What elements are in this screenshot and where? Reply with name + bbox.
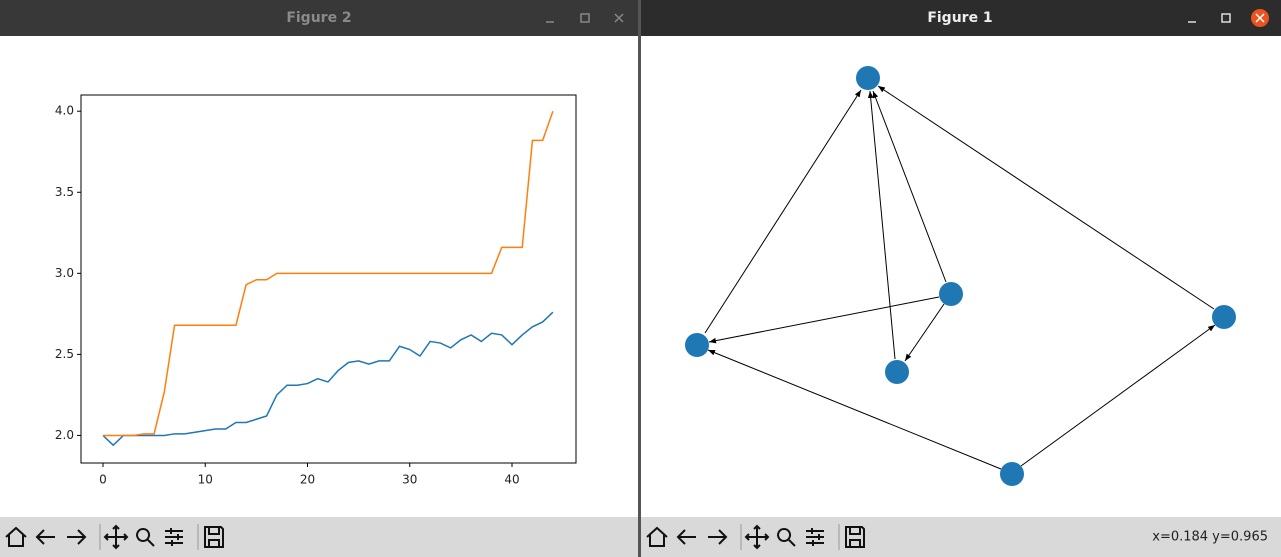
node: [885, 360, 909, 384]
window-title: Figure 1: [927, 10, 992, 26]
plot: 2.0 2.5 3.0 3.5 4.0 0 10 20 30 40: [55, 94, 577, 487]
save-button[interactable]: [845, 526, 865, 548]
title-bar: [641, 0, 1281, 36]
title-bar: [0, 0, 638, 36]
y-tick-label: 3.5: [55, 185, 74, 199]
button-icon: [777, 528, 796, 547]
toolbar-buttons: [5, 524, 865, 550]
configure-button[interactable]: [806, 528, 824, 546]
button-icon: [165, 528, 183, 546]
button-icon: [845, 526, 865, 548]
x-tick-label: 0: [99, 473, 107, 487]
window-figure-2: Figure 2: [0, 0, 638, 557]
line-series: [102, 110, 554, 437]
node: [1000, 462, 1024, 486]
x-tick-label: 10: [198, 473, 213, 487]
window-figure-1: Figure 1 x=0.184 y=0.965: [641, 0, 1281, 557]
button-icon: [5, 526, 27, 547]
button-icon: [103, 524, 129, 550]
y-tick-label: 3.0: [55, 266, 74, 280]
button-icon: [646, 526, 668, 547]
forward-button[interactable]: [708, 529, 728, 545]
maximize-button[interactable]: [580, 13, 590, 23]
axes-frame: [80, 94, 577, 464]
button-icon: [744, 524, 770, 550]
close-icon: [1255, 13, 1265, 23]
button-icon: [676, 529, 696, 545]
home-button[interactable]: [5, 526, 27, 547]
save-button[interactable]: [204, 526, 224, 548]
status-text: x=0.184 y=0.965: [1152, 530, 1268, 545]
node: [856, 66, 880, 90]
zoom-button[interactable]: [136, 528, 155, 547]
line-series: [102, 311, 554, 447]
pan-button[interactable]: [103, 524, 129, 550]
edge: [867, 90, 896, 360]
forward-button[interactable]: [67, 529, 87, 545]
configure-button[interactable]: [165, 528, 183, 546]
node: [939, 282, 963, 306]
y-tick-label: 2.0: [55, 428, 74, 442]
pan-button[interactable]: [744, 524, 770, 550]
edge: [877, 85, 1215, 310]
graph: [685, 66, 1236, 486]
button-icon: [35, 529, 55, 545]
button-icon: [204, 526, 224, 548]
button-icon: [708, 529, 728, 545]
edge: [904, 303, 945, 362]
home-button[interactable]: [646, 526, 668, 547]
edge: [872, 90, 947, 283]
button-icon: [806, 528, 824, 546]
y-tick-label: 2.5: [55, 347, 74, 361]
canvas: [0, 36, 638, 517]
button-icon: [67, 529, 87, 545]
window-title: Figure 2: [286, 10, 351, 26]
edge: [707, 349, 1002, 470]
zoom-button[interactable]: [777, 528, 796, 547]
y-tick-label: 4.0: [55, 104, 74, 118]
back-button[interactable]: [35, 529, 55, 545]
toolbar: [0, 517, 638, 557]
node: [685, 333, 709, 357]
close-button[interactable]: [614, 13, 624, 23]
x-tick-label: 30: [402, 473, 417, 487]
node: [1212, 305, 1236, 329]
maximize-button[interactable]: [1221, 13, 1231, 23]
button-icon: [136, 528, 155, 547]
back-button[interactable]: [676, 529, 696, 545]
x-tick-label: 20: [300, 473, 315, 487]
edge: [704, 89, 862, 334]
x-tick-label: 40: [504, 473, 519, 487]
edge: [708, 296, 940, 344]
canvas: [641, 36, 1281, 517]
divider: [638, 0, 641, 557]
edge: [1020, 324, 1216, 467]
